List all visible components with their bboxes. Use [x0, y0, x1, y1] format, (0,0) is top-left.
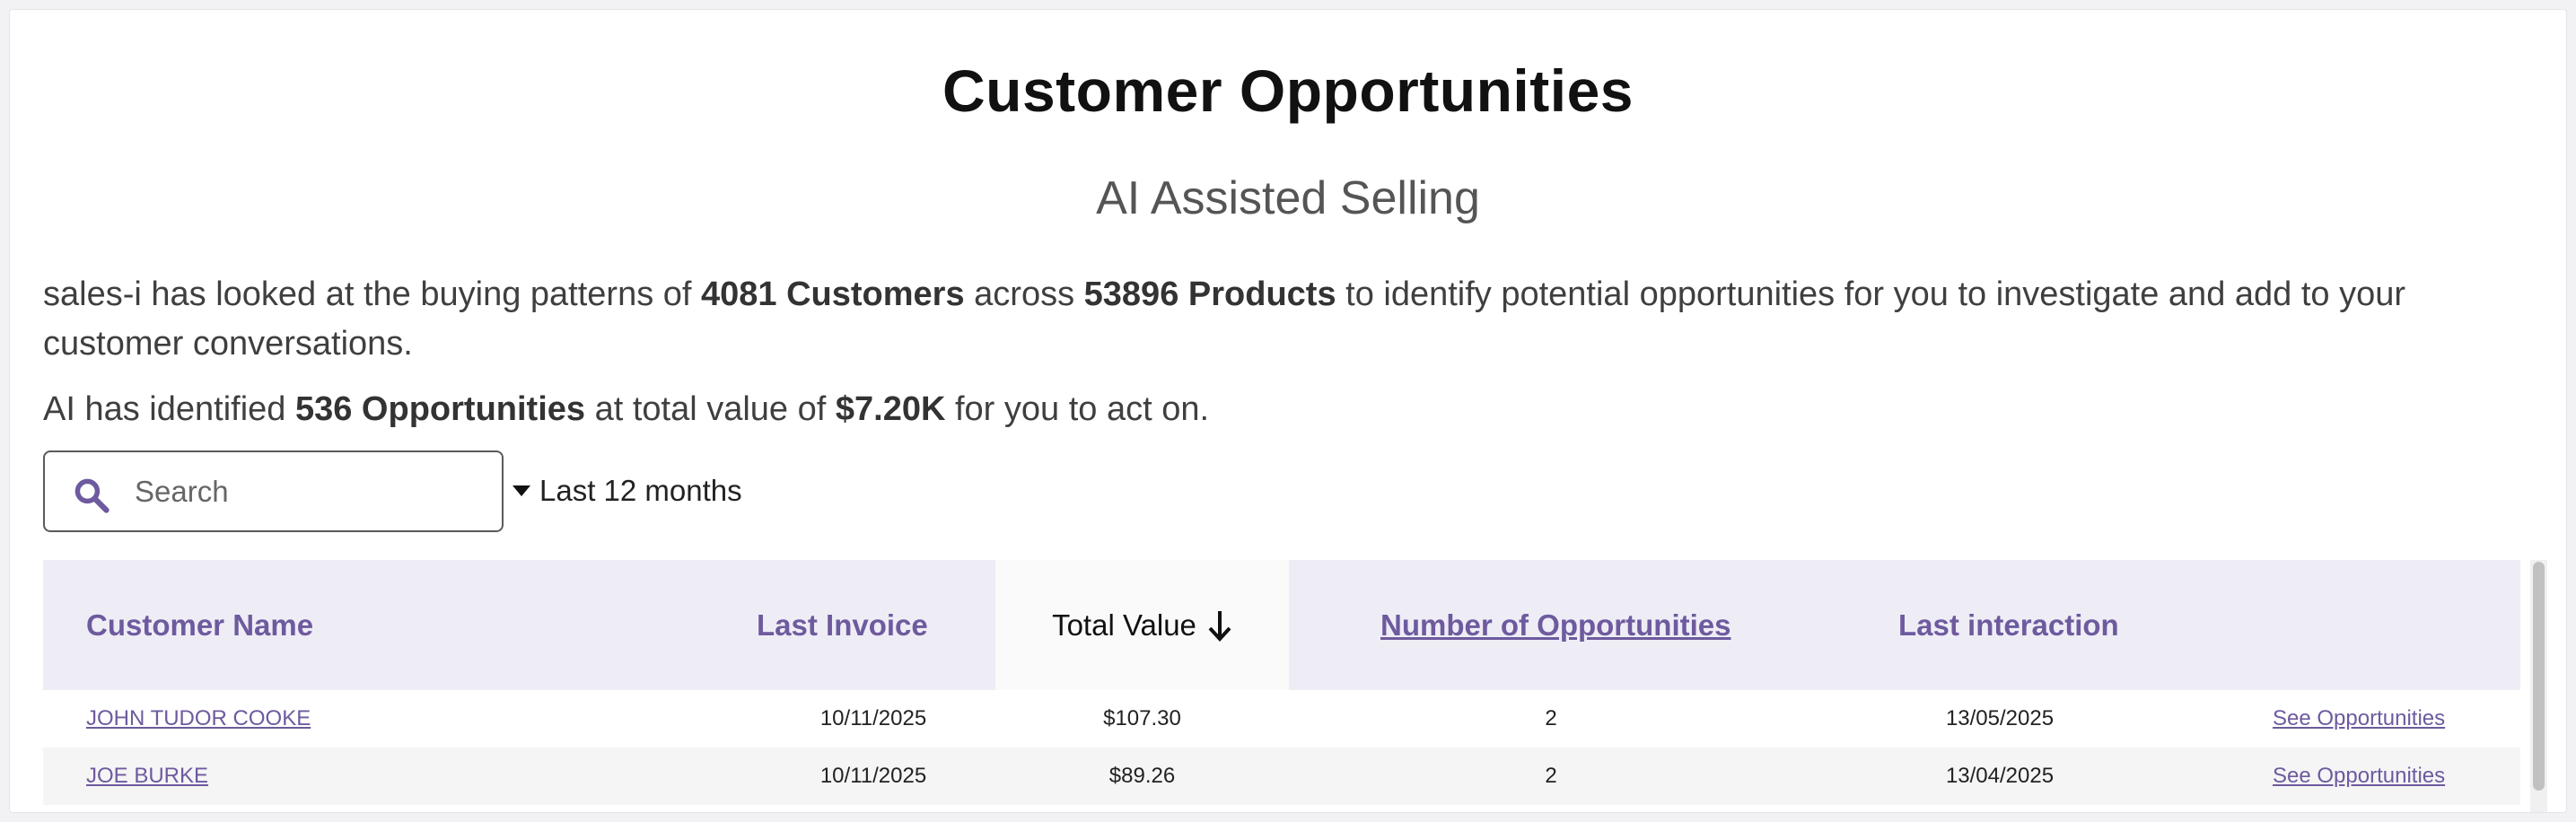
- page-subtitle: AI Assisted Selling: [1096, 172, 1480, 224]
- total-value-cell: $89.26: [1108, 764, 1176, 788]
- summary-line1-mid: across: [964, 275, 1084, 313]
- summary-line1-post: to identify potential opportunities for …: [43, 275, 2406, 363]
- see-opportunities-cell[interactable]: See Opportunities: [2273, 690, 2445, 748]
- last-interaction-cell: 13/05/2025: [1945, 706, 2055, 730]
- column-header-last-invoice[interactable]: Last Invoice: [757, 560, 928, 690]
- caret-down-icon: [513, 485, 530, 496]
- see-opportunities-link[interactable]: See Opportunities: [2273, 764, 2446, 788]
- scrollbar-thumb[interactable]: [2533, 562, 2545, 791]
- search-input[interactable]: [135, 468, 476, 515]
- last-interaction-cell: 13/04/2025: [1945, 764, 2055, 788]
- customers-count: 4081 Customers: [701, 275, 965, 313]
- column-header-label: Number of Opportunities: [1380, 608, 1731, 642]
- last-invoice-cell: 10/11/2025: [819, 764, 927, 788]
- total-value: $7.20K: [835, 390, 946, 428]
- table-scrollbar[interactable]: [2530, 560, 2547, 812]
- column-header-label: Last interaction: [1898, 608, 2119, 642]
- table-row: JOE BURKE 10/11/2025 $89.26 2 13/04/2025…: [43, 748, 2520, 805]
- summary-line1-pre: sales-i has looked at the buying pattern…: [43, 275, 702, 313]
- opportunities-count-cell: 2: [1545, 706, 1557, 730]
- total-value-cell: $107.30: [1103, 706, 1181, 730]
- column-header-customer-name[interactable]: Customer Name: [86, 560, 313, 690]
- customer-link[interactable]: JOHN TUDOR COOKE: [86, 706, 311, 730]
- column-header-last-interaction[interactable]: Last interaction: [1898, 560, 2119, 690]
- search-box[interactable]: [43, 450, 504, 532]
- summary-line2-mid: at total value of: [585, 390, 836, 428]
- opportunities-count-cell: 2: [1545, 764, 1557, 788]
- sort-descending-icon: [1208, 610, 1231, 642]
- period-label: Last 12 months: [539, 474, 742, 507]
- column-header-label: Customer Name: [86, 608, 314, 642]
- opportunities-panel: Customer Opportunities AI Assisted Selli…: [9, 9, 2567, 813]
- summary-line2-pre: AI has identified: [43, 390, 295, 428]
- products-count: 53896 Products: [1083, 275, 1336, 313]
- customer-name-cell[interactable]: JOHN TUDOR COOKE: [86, 690, 311, 748]
- column-header-label: Last Invoice: [757, 608, 928, 642]
- search-icon: [74, 478, 110, 513]
- table-row: JOHN TUDOR COOKE 10/11/2025 $107.30 2 13…: [43, 690, 2520, 748]
- column-header-total-value[interactable]: Total Value: [995, 560, 1289, 690]
- column-header-number-of-opportunities[interactable]: Number of Opportunities: [1380, 560, 1731, 690]
- opportunities-table: Customer Name Last Invoice Total Value N…: [43, 560, 2547, 812]
- customer-link[interactable]: JOE BURKE: [86, 764, 209, 788]
- page-title: Customer Opportunities: [942, 57, 1634, 124]
- last-invoice-cell: 10/11/2025: [819, 706, 927, 730]
- summary-line2-post: for you to act on.: [945, 390, 1210, 428]
- period-dropdown[interactable]: Last 12 months: [513, 466, 742, 516]
- see-opportunities-cell[interactable]: See Opportunities: [2273, 748, 2445, 805]
- see-opportunities-link[interactable]: See Opportunities: [2273, 706, 2446, 730]
- summary-text: sales-i has looked at the buying pattern…: [43, 270, 2466, 369]
- customer-name-cell[interactable]: JOE BURKE: [86, 748, 208, 805]
- column-header-label: Total Value: [1052, 608, 1196, 642]
- table-header: Customer Name Last Invoice Total Value N…: [43, 560, 2520, 690]
- opportunities-count: 536 Opportunities: [294, 390, 586, 428]
- opportunities-summary: AI has identified 536 Opportunities at t…: [43, 385, 2466, 434]
